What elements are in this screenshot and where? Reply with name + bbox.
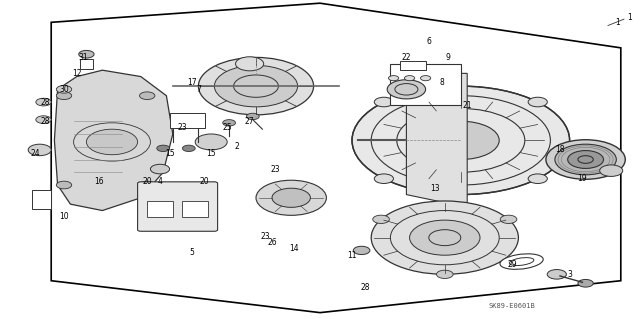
- Circle shape: [568, 151, 604, 168]
- Circle shape: [387, 80, 426, 99]
- Text: 1: 1: [627, 13, 632, 22]
- Circle shape: [198, 57, 314, 115]
- Text: 28: 28: [40, 98, 49, 107]
- Text: 5: 5: [189, 248, 195, 256]
- Circle shape: [150, 164, 170, 174]
- Circle shape: [272, 188, 310, 207]
- Polygon shape: [406, 73, 467, 207]
- Text: 3: 3: [567, 270, 572, 279]
- Circle shape: [56, 181, 72, 189]
- Text: 26: 26: [267, 238, 277, 247]
- Text: 19: 19: [577, 174, 588, 183]
- Circle shape: [140, 181, 155, 189]
- Circle shape: [528, 97, 547, 107]
- Text: 21: 21: [463, 101, 472, 110]
- Text: 23: 23: [260, 232, 271, 241]
- Circle shape: [246, 113, 259, 120]
- Bar: [80, 59, 93, 69]
- Text: 28: 28: [40, 117, 49, 126]
- Circle shape: [600, 165, 623, 176]
- Text: 13: 13: [430, 184, 440, 193]
- Text: 18: 18: [556, 145, 564, 154]
- Circle shape: [157, 145, 170, 152]
- Circle shape: [256, 180, 326, 215]
- Circle shape: [140, 92, 155, 100]
- Circle shape: [353, 246, 370, 255]
- Circle shape: [420, 76, 431, 81]
- Text: 30: 30: [59, 85, 69, 94]
- Circle shape: [372, 215, 389, 223]
- Circle shape: [547, 270, 566, 279]
- Text: 24: 24: [30, 149, 40, 158]
- Circle shape: [236, 57, 264, 71]
- Text: 15: 15: [164, 149, 175, 158]
- Ellipse shape: [500, 254, 543, 269]
- Text: 9: 9: [445, 53, 451, 62]
- Text: 29: 29: [507, 260, 517, 269]
- Text: 27: 27: [244, 117, 255, 126]
- Circle shape: [223, 120, 236, 126]
- Circle shape: [555, 144, 616, 175]
- Text: 15: 15: [206, 149, 216, 158]
- Text: 4: 4: [157, 177, 163, 186]
- Circle shape: [214, 65, 298, 107]
- Circle shape: [546, 140, 625, 179]
- Circle shape: [36, 116, 51, 123]
- FancyBboxPatch shape: [138, 182, 218, 231]
- Circle shape: [195, 134, 227, 150]
- Circle shape: [528, 174, 547, 183]
- Text: 23: 23: [177, 123, 188, 132]
- Text: 20: 20: [142, 177, 152, 186]
- Text: 10: 10: [59, 212, 69, 221]
- Text: 2: 2: [234, 142, 239, 151]
- Circle shape: [578, 279, 593, 287]
- Circle shape: [410, 220, 480, 255]
- Text: 7: 7: [196, 85, 201, 94]
- Text: 16: 16: [94, 177, 104, 186]
- Text: 23: 23: [270, 165, 280, 174]
- Text: 11: 11: [348, 251, 356, 260]
- Text: 12: 12: [72, 69, 81, 78]
- Text: 1: 1: [615, 18, 620, 27]
- Circle shape: [28, 144, 51, 156]
- Circle shape: [79, 50, 94, 58]
- Bar: [400, 61, 426, 70]
- Text: 22: 22: [402, 53, 411, 62]
- Circle shape: [56, 92, 72, 100]
- Circle shape: [374, 97, 394, 107]
- Polygon shape: [54, 70, 173, 211]
- Text: 25: 25: [222, 123, 232, 132]
- Circle shape: [86, 129, 138, 155]
- Text: 6: 6: [426, 37, 431, 46]
- Circle shape: [56, 85, 72, 93]
- Text: 28: 28: [360, 283, 369, 292]
- Text: SK89-E0601B: SK89-E0601B: [488, 303, 536, 309]
- Bar: [390, 64, 461, 105]
- Text: 20: 20: [200, 177, 210, 186]
- Text: 31: 31: [78, 53, 88, 62]
- Circle shape: [422, 121, 499, 160]
- Circle shape: [404, 76, 415, 81]
- Text: 17: 17: [187, 78, 197, 87]
- Circle shape: [436, 270, 453, 278]
- Bar: [147, 201, 173, 217]
- Bar: [182, 201, 208, 217]
- Circle shape: [500, 215, 517, 223]
- Bar: [32, 190, 51, 209]
- Circle shape: [371, 201, 518, 274]
- Circle shape: [36, 98, 51, 106]
- Circle shape: [374, 174, 394, 183]
- Circle shape: [388, 76, 399, 81]
- Bar: [170, 113, 205, 128]
- Circle shape: [352, 86, 570, 195]
- Text: 8: 8: [439, 78, 444, 87]
- Text: 14: 14: [289, 244, 300, 253]
- Circle shape: [182, 145, 195, 152]
